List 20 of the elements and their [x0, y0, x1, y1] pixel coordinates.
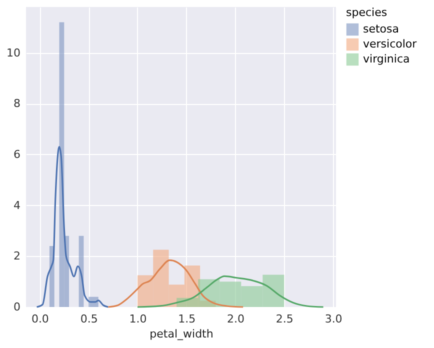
legend-title: species — [346, 6, 388, 19]
x-tick-label: 0.5 — [80, 312, 98, 326]
x-tick-label: 0.0 — [31, 312, 49, 326]
line-series — [36, 146, 109, 308]
y-tick-label: 6 — [14, 148, 20, 161]
y-tick-label: 8 — [14, 97, 20, 110]
y-tick-label: 0 — [14, 300, 20, 314]
x-tick-label: 1.0 — [129, 312, 147, 326]
y-tick-label: 10 — [6, 46, 20, 60]
x-axis-title: petal_width — [150, 328, 214, 340]
legend-label: setosa — [363, 22, 400, 36]
x-tick-label: 3.0 — [324, 312, 342, 326]
x-tick-label: 2.5 — [276, 312, 294, 326]
y-tick-label: 2 — [14, 250, 20, 263]
x-tick-label: 1.5 — [178, 312, 196, 326]
line-series — [136, 275, 324, 308]
x-tick-label: 2.0 — [227, 312, 245, 326]
legend-label: versicolor — [363, 38, 418, 50]
y-tick-label: 4 — [14, 198, 20, 212]
legend-label: virginica — [363, 52, 410, 66]
